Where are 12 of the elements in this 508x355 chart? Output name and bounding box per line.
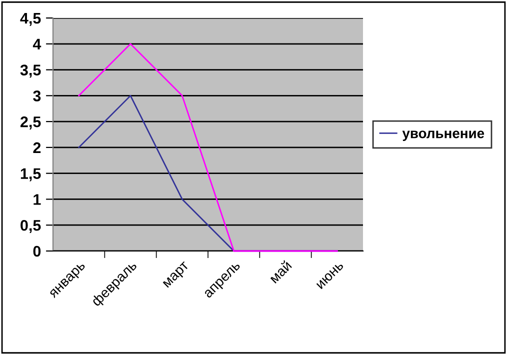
y-tick-label: 4,5 xyxy=(20,13,41,26)
y-tick-label: 1 xyxy=(34,194,41,205)
y-tick-label: 2 xyxy=(33,142,41,153)
y-tick-label: 0,5 xyxy=(20,220,41,234)
y-tick-label: 4 xyxy=(32,38,42,50)
y-tick-label: 2,5 xyxy=(20,116,41,130)
y-tick-label: 3 xyxy=(33,90,41,102)
y-tick-label: 3,5 xyxy=(20,64,41,78)
y-tick-label: 1,5 xyxy=(20,168,41,182)
legend-label: увольнение xyxy=(402,130,484,141)
x-tick-label: май xyxy=(268,260,292,284)
y-tick-label: 0 xyxy=(33,246,41,257)
